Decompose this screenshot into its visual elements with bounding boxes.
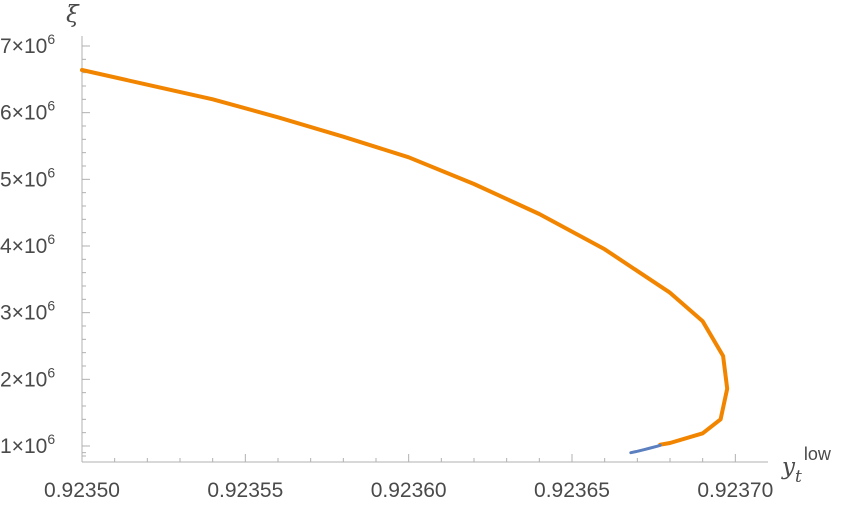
axes: [81, 36, 768, 463]
y-tick-label: 5×106: [0, 164, 55, 191]
x-tick-label: 0.92365: [534, 479, 610, 502]
y-tick-label: 2×106: [0, 364, 55, 391]
y-tick-label: 3×106: [0, 298, 55, 325]
y-tick-label: 1×106: [0, 431, 55, 458]
x-tick-label: 0.92355: [207, 479, 283, 502]
series-orange-curve: [80, 68, 730, 447]
y-axis-label: ξ: [66, 2, 80, 28]
y-tick-label: 6×106: [0, 98, 55, 125]
x-tick-label: 0.92360: [371, 479, 447, 502]
x-tick-label: 0.92370: [697, 479, 773, 502]
labels: 0.92350 0.92355 0.92360 0.92365 0.92370 1×106…: [0, 2, 832, 502]
series-layer: [80, 68, 730, 455]
series-blue-curve: [629, 443, 662, 455]
x-tick-label: 0.92350: [44, 479, 120, 502]
y-tick-label: 4×106: [0, 231, 55, 258]
y-tick-label: 7×106: [0, 31, 55, 58]
x-axis-label: ytlow: [781, 444, 832, 487]
